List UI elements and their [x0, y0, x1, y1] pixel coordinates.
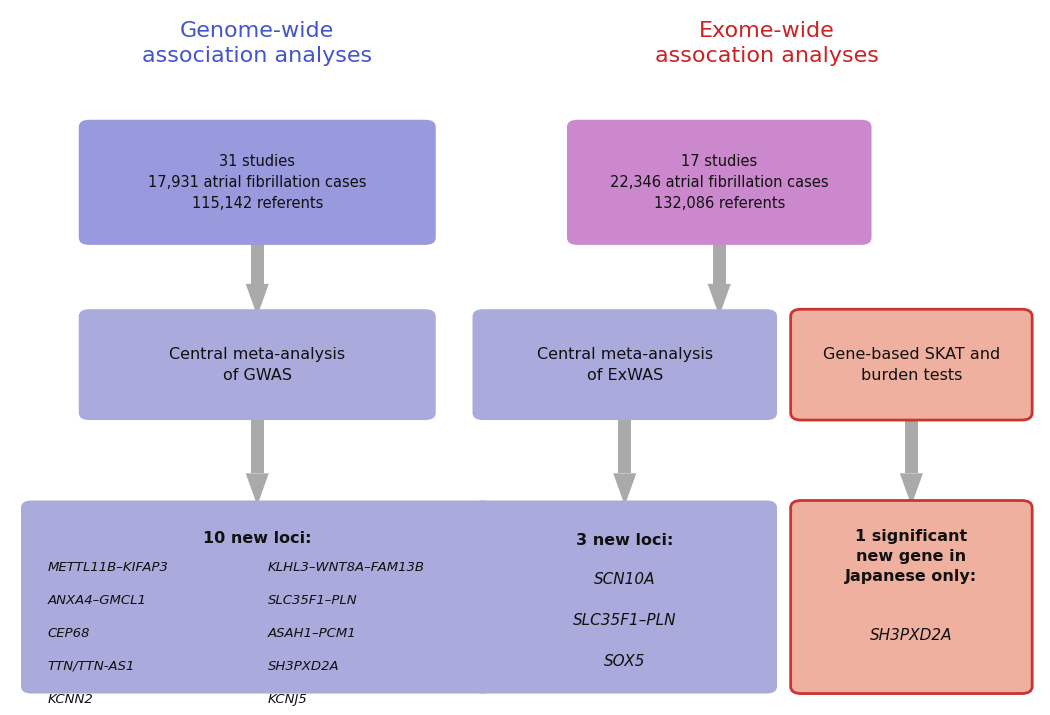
- FancyBboxPatch shape: [21, 500, 493, 694]
- Text: Genome-wide
association analyses: Genome-wide association analyses: [142, 21, 373, 66]
- Text: 10 new loci:: 10 new loci:: [203, 531, 312, 546]
- Text: SOX5: SOX5: [604, 654, 646, 669]
- Text: METTL11B–KIFAP3: METTL11B–KIFAP3: [47, 561, 168, 574]
- Text: KCNN2: KCNN2: [47, 693, 93, 706]
- Text: 1 significant
new gene in
Japanese only:: 1 significant new gene in Japanese only:: [845, 529, 978, 583]
- FancyBboxPatch shape: [251, 413, 264, 473]
- FancyBboxPatch shape: [567, 119, 872, 245]
- FancyBboxPatch shape: [713, 237, 726, 284]
- FancyBboxPatch shape: [905, 413, 918, 473]
- Text: 3 new loci:: 3 new loci:: [576, 533, 673, 548]
- Text: 17 studies
22,346 atrial fibrillation cases
132,086 referents: 17 studies 22,346 atrial fibrillation ca…: [610, 154, 828, 211]
- Text: TTN/TTN-AS1: TTN/TTN-AS1: [47, 660, 134, 673]
- Text: Central meta-analysis
of ExWAS: Central meta-analysis of ExWAS: [537, 347, 713, 383]
- FancyBboxPatch shape: [79, 119, 436, 245]
- Text: Central meta-analysis
of GWAS: Central meta-analysis of GWAS: [169, 347, 345, 383]
- FancyBboxPatch shape: [472, 500, 777, 694]
- Text: KLHL3–WNT8A–FAM13B: KLHL3–WNT8A–FAM13B: [268, 561, 425, 574]
- Polygon shape: [900, 473, 923, 506]
- FancyBboxPatch shape: [791, 309, 1032, 420]
- Polygon shape: [613, 473, 636, 506]
- FancyBboxPatch shape: [791, 500, 1032, 694]
- Text: KCNJ5: KCNJ5: [268, 693, 308, 706]
- Polygon shape: [708, 284, 731, 316]
- Text: Exome-wide
assocation analyses: Exome-wide assocation analyses: [654, 21, 879, 66]
- FancyBboxPatch shape: [79, 309, 436, 420]
- Polygon shape: [246, 473, 269, 506]
- Text: CEP68: CEP68: [47, 627, 89, 640]
- Text: SLC35F1–PLN: SLC35F1–PLN: [268, 594, 357, 607]
- Text: SH3PXD2A: SH3PXD2A: [870, 628, 952, 644]
- Text: SLC35F1–PLN: SLC35F1–PLN: [573, 613, 676, 628]
- Polygon shape: [246, 284, 269, 316]
- Text: ANXA4–GMCL1: ANXA4–GMCL1: [47, 594, 146, 607]
- Text: SH3PXD2A: SH3PXD2A: [268, 660, 339, 673]
- Text: 31 studies
17,931 atrial fibrillation cases
115,142 referents: 31 studies 17,931 atrial fibrillation ca…: [148, 154, 366, 211]
- FancyBboxPatch shape: [472, 309, 777, 420]
- FancyBboxPatch shape: [251, 237, 264, 284]
- Text: Gene-based SKAT and
burden tests: Gene-based SKAT and burden tests: [823, 347, 1000, 383]
- Text: SCN10A: SCN10A: [594, 572, 655, 587]
- FancyBboxPatch shape: [618, 413, 631, 473]
- Text: ASAH1–PCM1: ASAH1–PCM1: [268, 627, 356, 640]
